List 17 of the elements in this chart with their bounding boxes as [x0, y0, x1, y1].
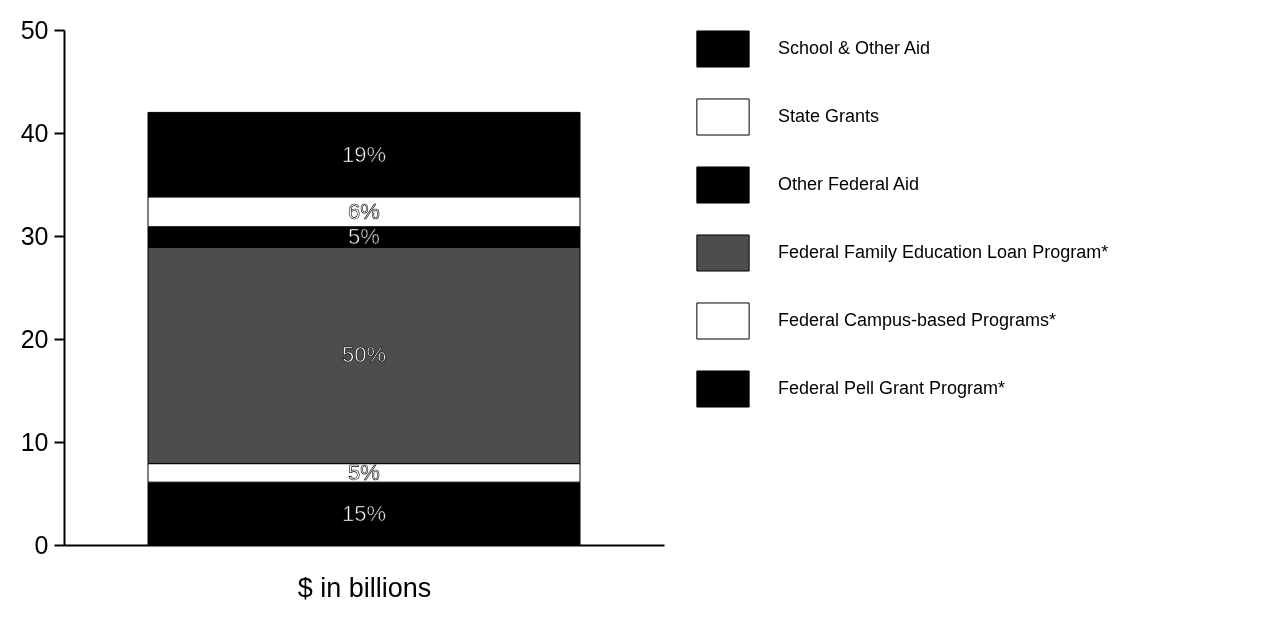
y-tick-label: 0	[34, 530, 49, 559]
legend-label: Federal Pell Grant Program*	[778, 378, 1006, 398]
legend-label: State Grants	[778, 106, 880, 126]
y-tick-label: 40	[20, 118, 49, 147]
legend-label: School & Other Aid	[778, 38, 931, 58]
annotation: 6%	[348, 198, 380, 224]
legend-label: Federal Family Education Loan Program*	[778, 242, 1109, 262]
y-tick-label: 30	[20, 221, 49, 250]
annotation: 5%	[348, 224, 380, 250]
annotation: 19%	[341, 141, 387, 167]
y-tick-label: 20	[20, 324, 49, 353]
legend-label: Other Federal Aid	[778, 174, 920, 194]
annotation: 15%	[341, 500, 387, 526]
x-axis-title: $ in billions	[297, 572, 432, 603]
legend-label: Federal Campus-based Programs*	[778, 310, 1057, 330]
y-tick-label: 10	[20, 427, 49, 456]
y-tick-label: 50	[20, 15, 49, 44]
